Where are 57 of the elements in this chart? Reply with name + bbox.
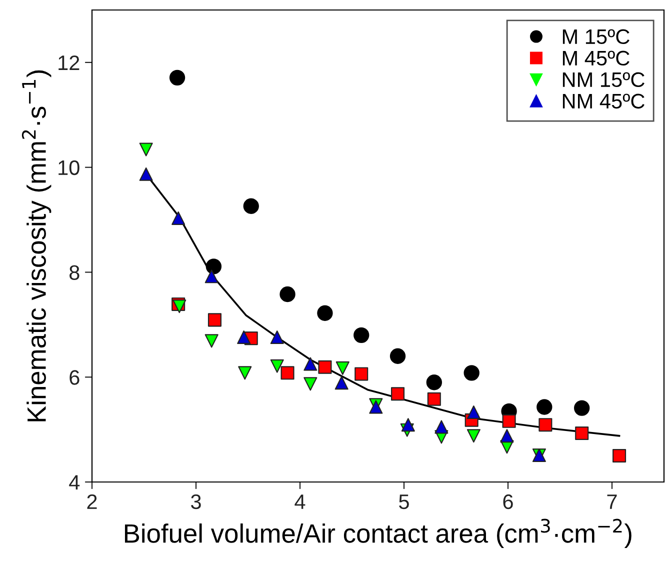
legend-label: M 15ºC: [562, 29, 630, 44]
point: [204, 270, 218, 284]
x-axis-title: Biofuel volume/Air contact area (cm$^{3}$·cm$^{−2}$): [124, 518, 632, 548]
point: [401, 418, 415, 432]
point: [280, 286, 296, 302]
point: [317, 305, 333, 321]
point: [538, 418, 552, 432]
y-tick-label: 12: [58, 55, 80, 70]
point: [354, 327, 370, 343]
y-tick-label: 4: [69, 475, 80, 490]
x-tick-label: 7: [607, 494, 617, 509]
point: [574, 400, 590, 416]
point: [237, 330, 251, 344]
point: [238, 366, 252, 380]
point: [304, 377, 318, 391]
point: [204, 334, 218, 348]
x-tick-label: 6: [503, 494, 513, 510]
point: [169, 70, 186, 86]
point: [243, 198, 259, 214]
point: [500, 429, 514, 443]
point: [139, 142, 153, 156]
legend-label: NM 15ºC: [562, 72, 644, 88]
point: [172, 300, 186, 314]
point: [270, 359, 284, 373]
point: [427, 392, 441, 406]
point: [206, 258, 222, 274]
point: [390, 348, 406, 364]
point: [426, 374, 442, 390]
point: [354, 367, 368, 381]
point: [270, 330, 284, 344]
point: [466, 429, 480, 443]
point: [280, 366, 294, 380]
point: [334, 376, 348, 390]
point: [464, 365, 480, 381]
y-tick-label: 6: [70, 370, 80, 385]
x-tick-label: 5: [399, 494, 409, 510]
point: [336, 361, 350, 375]
legend-label: NM 45ºC: [562, 94, 644, 109]
point: [434, 420, 448, 434]
y-tick-label: 10: [58, 160, 80, 176]
x-tick-label: 3: [191, 494, 201, 510]
x-tick-label: 2: [87, 494, 97, 509]
point: [536, 399, 552, 415]
point: [502, 414, 516, 428]
point: [208, 313, 222, 327]
y-axis-title: Kinematic viscosity (mm$^{2}$·s$^{−1}$): [22, 70, 52, 422]
point: [390, 387, 405, 401]
x-tick-label: 4: [294, 494, 306, 509]
point: [612, 449, 626, 463]
legend-label: M 45ºC: [562, 50, 630, 66]
y-tick-label: 8: [70, 265, 80, 280]
point: [318, 360, 332, 374]
point: [466, 405, 480, 420]
point: [575, 426, 589, 440]
point: [172, 211, 186, 225]
point: [139, 167, 153, 181]
point: [304, 357, 318, 371]
